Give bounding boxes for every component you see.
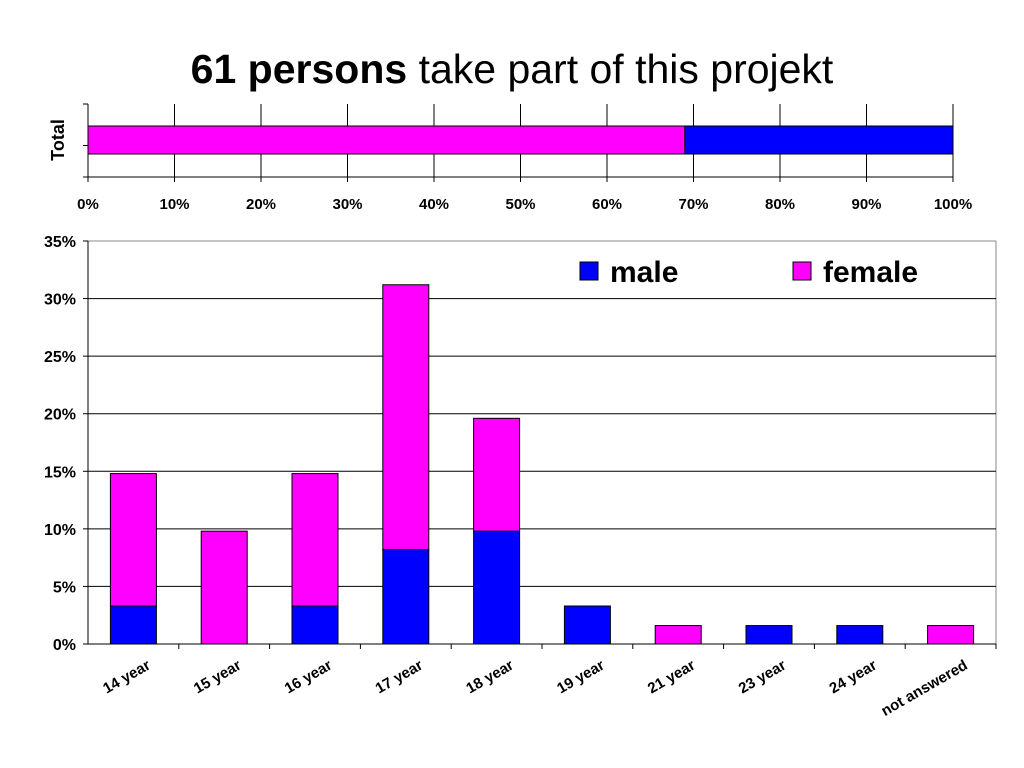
age-y-tick-label: 0% bbox=[53, 637, 76, 654]
age-y-tick-label: 35% bbox=[44, 234, 76, 251]
total-x-tick-label: 20% bbox=[246, 196, 276, 213]
age-y-tick-label: 15% bbox=[44, 464, 76, 481]
bar-male bbox=[745, 625, 793, 645]
bar-female bbox=[927, 625, 975, 645]
title-bold: 61 persons bbox=[190, 46, 408, 92]
bar-female bbox=[473, 417, 521, 532]
bar-male bbox=[109, 605, 157, 645]
total-x-tick-label: 90% bbox=[851, 196, 881, 213]
total-x-tick-label: 70% bbox=[678, 196, 708, 213]
bar-male bbox=[382, 549, 430, 645]
chart-title: 61 persons take part of this projekt bbox=[0, 44, 1024, 94]
legend-swatch-male bbox=[579, 261, 599, 281]
age-x-tick-label: 15 year bbox=[191, 657, 244, 698]
bar-male bbox=[836, 625, 884, 645]
age-x-tick-label: 19 year bbox=[554, 657, 607, 698]
age-x-tick-label: 23 year bbox=[736, 657, 789, 698]
total-category-label: Total bbox=[48, 119, 68, 161]
age-x-tick-label: 24 year bbox=[827, 657, 880, 698]
age-x-tick-label: 16 year bbox=[282, 657, 335, 698]
age-y-tick-label: 10% bbox=[44, 522, 76, 539]
age-x-tick-label: 14 year bbox=[100, 657, 153, 698]
total-bar-male bbox=[684, 125, 954, 155]
bar-female bbox=[382, 284, 430, 551]
age-x-tick-label: 21 year bbox=[645, 657, 698, 698]
total-x-tick-label: 50% bbox=[505, 196, 535, 213]
legend-label-male: male bbox=[610, 256, 678, 289]
total-x-tick-label: 40% bbox=[419, 196, 449, 213]
bar-male bbox=[563, 605, 611, 645]
legend-swatch-female bbox=[792, 261, 812, 281]
age-y-tick-label: 20% bbox=[44, 407, 76, 424]
age-y-tick-label: 30% bbox=[44, 292, 76, 309]
bar-female bbox=[200, 530, 248, 645]
total-x-tick-label: 60% bbox=[592, 196, 622, 213]
bar-female bbox=[654, 625, 702, 645]
legend-label-female: female bbox=[823, 256, 918, 289]
total-bar-female bbox=[87, 125, 686, 155]
total-x-tick-label: 100% bbox=[934, 196, 972, 213]
age-y-tick-label: 5% bbox=[53, 579, 76, 596]
total-x-tick-label: 0% bbox=[77, 196, 99, 213]
total-x-tick-label: 30% bbox=[332, 196, 362, 213]
bar-female bbox=[109, 473, 157, 607]
total-x-tick-label: 10% bbox=[159, 196, 189, 213]
bar-male bbox=[291, 605, 339, 645]
age-x-tick-label: 18 year bbox=[463, 657, 516, 698]
total-bar-chart: 0% 10% 20% 30% 40% 50% 60% 70% 80% 90% 100% Total bbox=[48, 103, 972, 213]
bar-male bbox=[473, 530, 521, 645]
bar-female bbox=[291, 473, 339, 607]
title-rest: take part of this projekt bbox=[407, 46, 834, 92]
age-x-tick-label: 17 year bbox=[373, 657, 426, 698]
age-x-tick-label: not answered bbox=[878, 657, 970, 720]
total-x-tick-label: 80% bbox=[765, 196, 795, 213]
age-y-tick-label: 25% bbox=[44, 349, 76, 366]
age-bar-chart: 0% 5% 10% 15% 20% 25% 30% 35% 14 year 15 year 16 y… bbox=[44, 234, 997, 720]
